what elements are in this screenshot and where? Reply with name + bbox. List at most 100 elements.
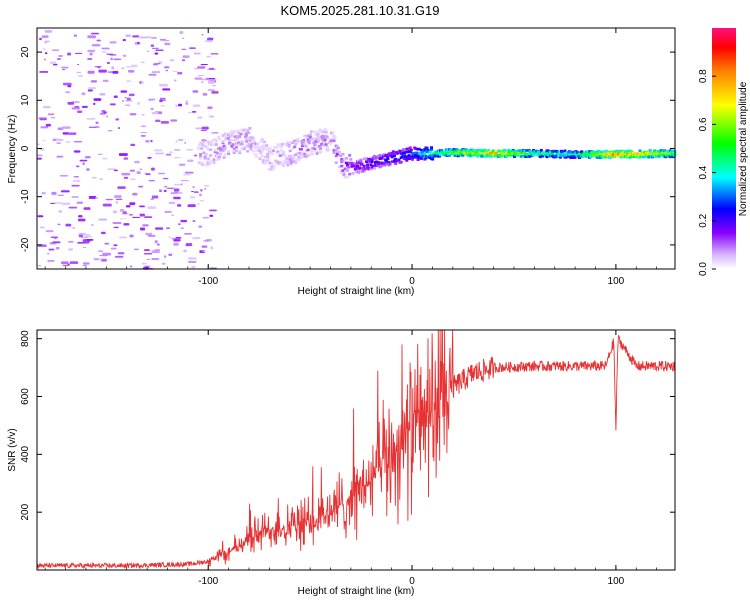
trace-cell	[324, 143, 328, 146]
noise-cell	[111, 66, 115, 70]
trace-cell	[408, 146, 412, 149]
trace-cell	[224, 136, 228, 140]
trace-cell	[323, 140, 327, 144]
colorbar-label: Normalized spectral amplitude	[738, 81, 749, 216]
trace-cell	[666, 154, 670, 158]
noise-cell	[82, 162, 85, 166]
noise-cell	[192, 220, 196, 222]
figure-title: KOM5.2025.281.10.31.G19	[280, 3, 439, 18]
noise-cell	[102, 203, 112, 207]
noise-cell	[192, 185, 195, 189]
trace-cell	[289, 161, 293, 165]
noise-cell	[164, 186, 168, 188]
trace-cell	[238, 151, 242, 155]
noise-cell	[43, 48, 46, 50]
trace-cell	[469, 154, 473, 158]
trace-cell	[217, 147, 221, 150]
trace-cell	[407, 157, 411, 160]
trace-cell	[312, 141, 316, 144]
trace-cell	[294, 142, 298, 146]
trace-cell	[278, 154, 282, 157]
noise-cell	[169, 59, 175, 62]
trace-cell	[313, 147, 317, 150]
trace-cell	[390, 160, 394, 163]
trace-cell	[206, 140, 210, 144]
noise-cell	[61, 261, 69, 265]
trace-cell	[219, 148, 223, 152]
noise-cell	[37, 264, 42, 267]
colorbar-tick-label: 0.4	[698, 165, 709, 179]
noise-cell	[65, 141, 71, 143]
noise-cell	[193, 191, 199, 194]
trace-cell	[472, 148, 476, 152]
noise-cell	[47, 260, 55, 262]
noise-cell	[206, 38, 214, 40]
trace-cell	[477, 148, 481, 152]
noise-cell	[206, 55, 212, 58]
noise-cell	[173, 239, 181, 242]
trace-cell	[329, 141, 333, 144]
noise-cell	[192, 236, 201, 240]
trace-cell	[261, 159, 265, 162]
trace-cell	[247, 131, 251, 135]
noise-cell	[166, 187, 175, 189]
noise-cell	[55, 138, 64, 142]
trace-cell	[240, 139, 244, 143]
trace-cell	[246, 129, 250, 132]
trace-cell	[320, 142, 324, 146]
trace-cell	[333, 136, 337, 140]
noise-cell	[165, 227, 171, 229]
trace-cell	[471, 154, 475, 157]
noise-cell	[178, 103, 183, 107]
trace-cell	[294, 153, 298, 157]
trace-cell	[388, 162, 392, 166]
trace-cell	[520, 151, 524, 154]
noise-cell	[173, 196, 181, 200]
noise-cell	[205, 40, 213, 43]
noise-cell	[146, 50, 150, 52]
trace-cell	[636, 152, 640, 156]
trace-cell	[495, 151, 499, 155]
noise-cell	[208, 115, 215, 118]
noise-cell	[130, 143, 136, 147]
trace-cell	[582, 154, 586, 157]
noise-cell	[154, 240, 158, 244]
trace-cell	[230, 138, 234, 142]
trace-cell	[528, 155, 532, 158]
trace-cell	[286, 163, 290, 167]
noise-cell	[44, 52, 48, 55]
colorbar: 0.0 0.2 0.4 0.6 0.8 Normalized spectral ampl…	[698, 28, 749, 276]
noise-cell	[87, 87, 97, 90]
trace-cell	[282, 164, 286, 167]
x-tick-label: -100	[198, 276, 218, 287]
trace-cell	[325, 135, 329, 139]
noise-cell	[37, 157, 42, 160]
trace-cell	[500, 154, 504, 158]
noise-cell	[113, 244, 118, 247]
trace-cell	[419, 157, 423, 160]
trace-cell	[313, 137, 317, 141]
noise-cell	[134, 160, 140, 164]
trace-cell	[295, 158, 299, 162]
trace-cell	[508, 150, 512, 154]
trace-cell	[315, 137, 319, 141]
noise-cell	[137, 41, 140, 45]
noise-cell	[171, 238, 179, 240]
noise-cell	[187, 257, 197, 260]
trace-cell	[203, 155, 207, 158]
noise-cell	[81, 105, 88, 109]
trace-cell	[388, 151, 392, 155]
trace-cell	[316, 129, 320, 133]
noise-cell	[58, 55, 63, 57]
trace-cell	[223, 153, 227, 156]
noise-cell	[39, 118, 47, 121]
trace-cell	[663, 149, 667, 153]
noise-cell	[46, 253, 50, 255]
trace-cell	[437, 154, 441, 158]
noise-cell	[181, 48, 187, 50]
trace-cell	[217, 135, 221, 139]
trace-cell	[504, 149, 508, 153]
trace-cell	[487, 149, 491, 152]
trace-cell	[306, 138, 310, 141]
